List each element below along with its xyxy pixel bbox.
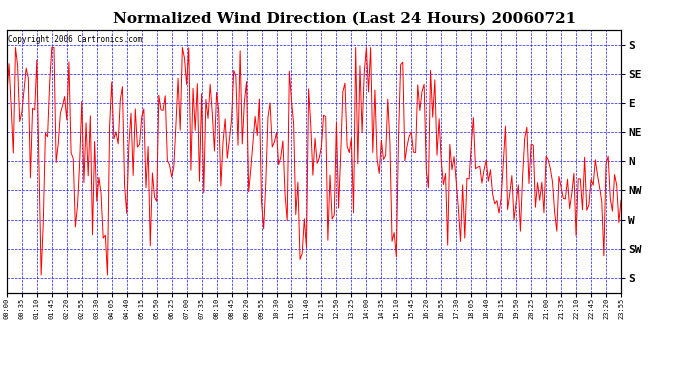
Text: Copyright 2006 Cartronics.com: Copyright 2006 Cartronics.com	[8, 35, 142, 44]
Text: Normalized Wind Direction (Last 24 Hours) 20060721: Normalized Wind Direction (Last 24 Hours…	[113, 11, 577, 25]
